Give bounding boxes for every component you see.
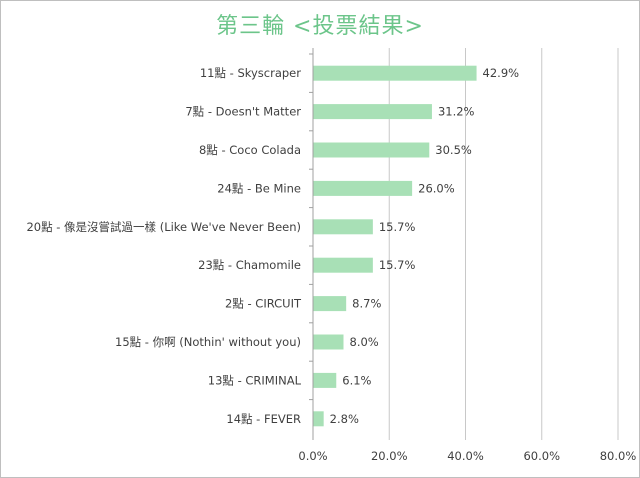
chart-title: 第三輪 <投票結果> xyxy=(216,14,424,39)
gridlines xyxy=(388,48,619,440)
category-label: 7點 - Doesn't Matter xyxy=(185,105,301,119)
x-tick-label: 60.0% xyxy=(523,449,560,463)
category-label: 14點 - FEVER xyxy=(226,412,301,426)
bar xyxy=(313,257,373,273)
category-label: 24點 - Be Mine xyxy=(217,181,301,195)
bar xyxy=(313,104,432,120)
data-label: 6.1% xyxy=(342,373,371,387)
bar xyxy=(313,219,373,235)
category-label: 8點 - Coco Colada xyxy=(199,143,301,157)
data-label: 8.7% xyxy=(352,297,381,311)
x-tick-label: 40.0% xyxy=(447,449,484,463)
x-tick-labels: 0.0% 20.0% 40.0% 60.0% 80.0% xyxy=(298,449,636,463)
bar xyxy=(313,411,324,427)
bar xyxy=(313,180,413,196)
category-label: 13點 - CRIMINAL xyxy=(208,373,302,387)
data-label: 15.7% xyxy=(379,220,416,234)
data-label: 8.0% xyxy=(350,335,379,349)
category-label: 20點 - 像是沒嘗試過一樣 (Like We've Never Been) xyxy=(26,220,301,234)
category-label: 23點 - Chamomile xyxy=(198,258,301,272)
data-label: 31.2% xyxy=(438,105,475,119)
bar xyxy=(313,334,344,350)
data-label: 30.5% xyxy=(435,143,472,157)
x-tick-label: 80.0% xyxy=(600,449,637,463)
bar xyxy=(313,372,337,388)
bar xyxy=(313,296,347,312)
category-label: 15點 - 你啊 (Nothin' without you) xyxy=(115,335,301,349)
category-label: 2點 - CIRCUIT xyxy=(225,297,302,311)
category-label: 11點 - Skyscraper xyxy=(200,66,301,80)
y-axis xyxy=(309,48,314,440)
x-tick-label: 0.0% xyxy=(298,449,327,463)
category-labels: 11點 - Skyscraper 7點 - Doesn't Matter 8點 - … xyxy=(26,66,302,426)
data-label: 42.9% xyxy=(483,66,520,80)
bars xyxy=(313,65,477,427)
data-labels: 42.9% 31.2% 30.5% 26.0% 15.7% 15.7% 8.7% 8.0% 6.… xyxy=(330,66,519,426)
data-label: 15.7% xyxy=(379,258,416,272)
data-label: 26.0% xyxy=(418,181,455,195)
x-tick-label: 20.0% xyxy=(371,449,408,463)
data-label: 2.8% xyxy=(330,412,359,426)
bar xyxy=(313,65,477,81)
bar xyxy=(313,142,430,158)
